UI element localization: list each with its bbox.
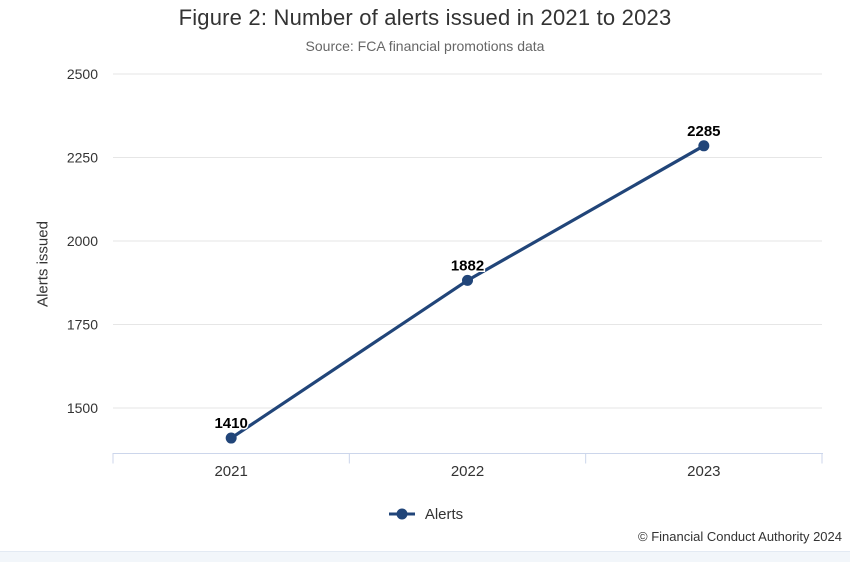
x-axis-tick-label: 2022	[451, 463, 484, 480]
bottom-strip	[0, 551, 850, 562]
data-point-marker[interactable]	[698, 140, 710, 152]
chart-title: Figure 2: Number of alerts issued in 202…	[178, 5, 672, 30]
data-point-marker[interactable]	[225, 432, 237, 444]
copyright-text: © Financial Conduct Authority 2024	[638, 529, 842, 544]
x-axis-tick-label: 2021	[214, 463, 247, 480]
data-point-label: 1410	[214, 415, 247, 432]
series-line-alerts	[229, 144, 706, 440]
data-point-marker[interactable]	[462, 274, 473, 286]
y-axis-tick-label: 2250	[67, 150, 98, 166]
legend-line-dot-icon	[388, 508, 415, 520]
legend-item-label: Alerts	[424, 505, 464, 523]
y-axis-tick-label: 2500	[67, 66, 98, 82]
x-axis-tick-label: 2023	[687, 463, 720, 480]
legend-item-alerts[interactable]: Alerts	[0, 503, 850, 525]
y-axis-tick-label: 1500	[67, 400, 98, 416]
data-point-label: 1882	[451, 257, 484, 274]
y-axis-tick-label: 2000	[67, 233, 98, 249]
y-axis-tick-label: 1750	[67, 317, 98, 333]
data-point-label: 2285	[687, 123, 720, 140]
chart-subtitle: Source: FCA financial promotions data	[305, 38, 545, 54]
